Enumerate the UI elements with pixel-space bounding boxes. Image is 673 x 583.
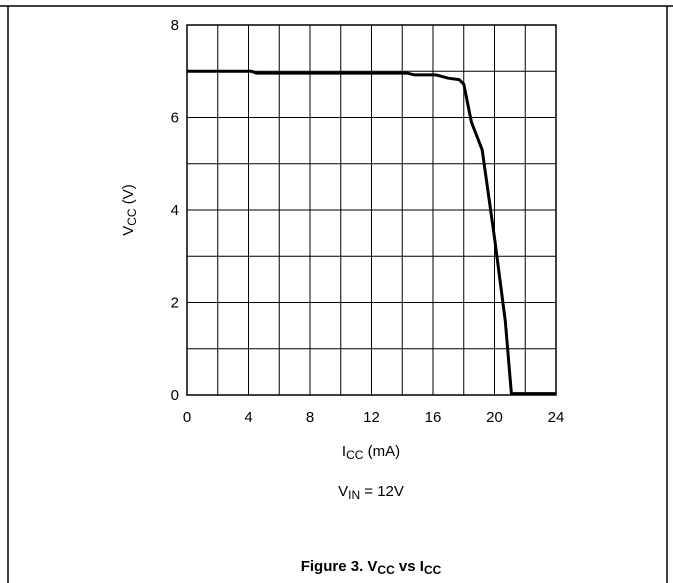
x-tick-label: 16 [425,409,442,426]
x-axis-label: ICC (mA) [342,443,400,462]
grid [187,25,556,395]
y-tick-labels: 0 2 4 6 8 [171,17,179,404]
x-tick-label: 12 [363,409,380,426]
y-tick-label: 8 [171,17,179,34]
x-tick-label: 4 [244,409,252,426]
x-tick-labels: 0 4 8 12 16 20 24 [183,409,565,426]
condition-label: VIN = 12V [338,483,404,502]
x-tick-label: 20 [486,409,503,426]
x-tick-label: 24 [548,409,565,426]
x-tick-label: 0 [183,409,191,426]
plot-border [186,24,557,396]
y-tick-label: 6 [171,110,179,127]
series-line [187,69,556,396]
y-tick-label: 2 [171,295,179,312]
y-tick-label: 4 [171,202,179,219]
y-tick-label: 0 [171,387,179,404]
x-tick-label: 8 [306,409,314,426]
figure-caption: Figure 3. VCC vs ICC [301,558,442,577]
y-axis-label: VCC (V) [120,184,139,236]
